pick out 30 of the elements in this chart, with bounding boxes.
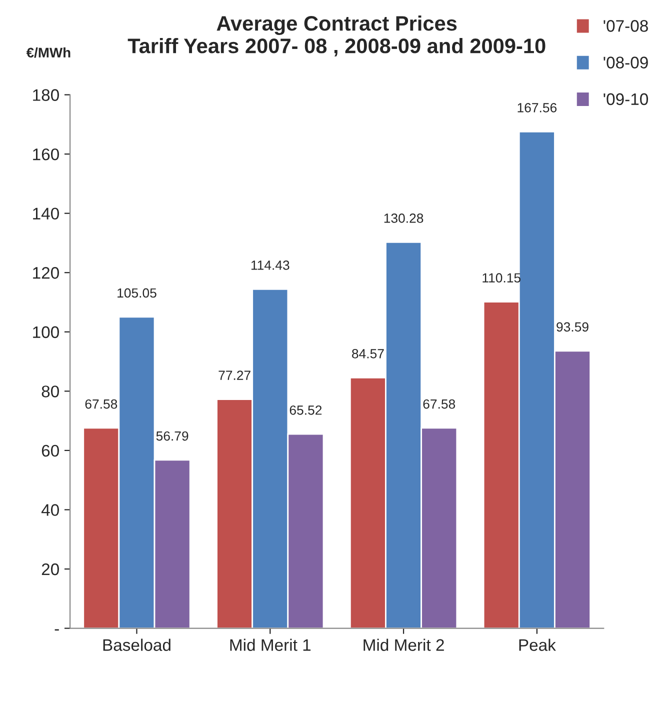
data-label: 67.58 xyxy=(423,399,456,409)
y-tick-label: 160 xyxy=(33,148,59,160)
data-label: 84.57 xyxy=(352,349,384,358)
y-tick-label: 180 xyxy=(33,89,59,101)
x-tick-label: Mid Merit 1 xyxy=(230,638,311,651)
legend-label: '07-08 xyxy=(604,20,648,32)
data-label: 130.28 xyxy=(384,214,424,223)
chart-title: Average Contract Prices Tariff Years 2007- 08 , 2008-09 and 2009-10 xyxy=(128,15,546,56)
data-label: 77.27 xyxy=(218,370,250,380)
y-tick-label: - xyxy=(54,629,59,631)
x-tick-label: Peak xyxy=(519,638,556,651)
data-label: 65.52 xyxy=(290,405,322,415)
y-tick-label: 60 xyxy=(42,444,59,457)
y-tick-label: 80 xyxy=(42,386,59,398)
y-axis-title: €/MWh xyxy=(26,47,70,58)
x-tick-label: Mid Merit 2 xyxy=(364,638,444,651)
data-label: 114.43 xyxy=(251,260,290,270)
y-tick-label: 140 xyxy=(33,208,59,220)
data-label: 167.56 xyxy=(518,103,557,112)
y-tick-label: 20 xyxy=(42,563,59,576)
y-tick-label: 120 xyxy=(33,267,59,279)
y-tick-label: 100 xyxy=(33,326,59,338)
data-label: 105.05 xyxy=(118,288,156,298)
data-label: 67.58 xyxy=(85,399,118,409)
legend-label: '08-09 xyxy=(604,56,648,68)
legend-label: '09-10 xyxy=(604,93,648,106)
x-tick-label: Baseload xyxy=(103,638,170,651)
data-label: 93.59 xyxy=(556,322,588,332)
data-label: 56.79 xyxy=(156,431,188,441)
y-tick-label: 40 xyxy=(41,504,59,516)
